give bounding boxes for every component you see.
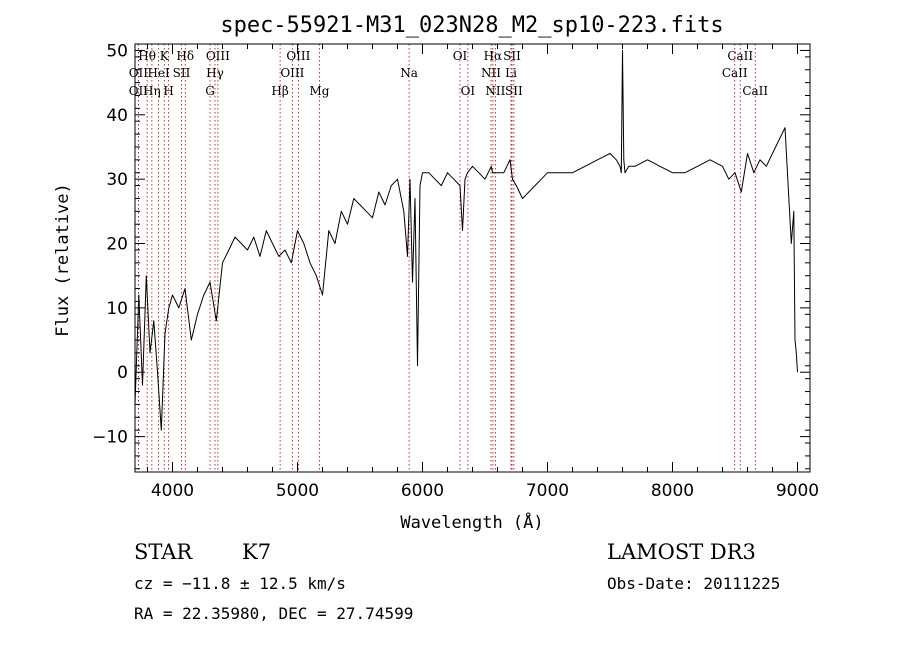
line-label: CaII — [722, 66, 748, 80]
line-label: OIII — [286, 49, 310, 63]
object-subclass: K7 — [242, 540, 272, 564]
line-label: G — [205, 84, 215, 98]
line-label: Hη — [143, 84, 161, 98]
line-label: SII — [173, 66, 191, 80]
y-tick-label: 50 — [106, 41, 128, 61]
line-label: H — [163, 84, 173, 98]
y-tick-label: −10 — [92, 428, 128, 448]
redshift-readout: cz = −11.8 ± 12.5 km/s — [134, 574, 346, 593]
line-label: CaII — [742, 84, 768, 98]
x-tick-label: 9000 — [776, 481, 819, 501]
line-label: Li — [505, 66, 517, 80]
x-axis-label: Wavelength (Å) — [400, 511, 543, 533]
line-label: OIII — [206, 49, 230, 63]
x-axis-ticks: 4000 5000 6000 7000 8000 9000 — [147, 44, 819, 501]
line-label: CaII — [727, 49, 753, 63]
line-label: Hγ — [206, 66, 224, 80]
line-label: OII — [129, 66, 149, 80]
line-label: OII — [129, 84, 149, 98]
line-label: OIII — [280, 66, 304, 80]
line-label: HeI — [147, 66, 170, 80]
y-tick-label: 40 — [106, 106, 128, 126]
plot-frame — [134, 43, 811, 473]
x-tick-label: 4000 — [151, 481, 194, 501]
coordinates-readout: RA = 22.35980, DEC = 27.74599 — [134, 604, 414, 623]
line-label: OI — [461, 84, 476, 98]
y-tick-label: 20 — [106, 235, 128, 255]
spectrum-line — [134, 49, 798, 431]
line-label: Hδ — [176, 49, 194, 63]
spectral-line-markers — [137, 44, 756, 472]
y-axis-label: Flux (relative) — [53, 183, 73, 337]
y-tick-label: 0 — [117, 363, 128, 383]
x-tick-label: 8000 — [651, 481, 694, 501]
survey-name: LAMOST DR3 — [607, 540, 756, 564]
line-label: NII — [485, 84, 505, 98]
line-label: Hβ — [271, 84, 288, 98]
y-tick-label: 10 — [106, 299, 128, 319]
line-label: Hθ — [138, 49, 156, 63]
object-class: STAR — [134, 540, 193, 564]
y-tick-label: 30 — [106, 170, 128, 190]
line-label: Hα — [484, 49, 503, 63]
line-label: NII — [481, 66, 501, 80]
x-tick-label: 5000 — [276, 481, 319, 501]
line-label: Na — [400, 66, 418, 80]
line-label: SII — [503, 49, 521, 63]
y-axis-ticks: −10 0 10 20 30 40 50 — [92, 41, 810, 470]
spectral-line-labels: HθOIIOIIHηHeIKHSIIHδGHγOIIIHβOIIIOIIIMgN… — [129, 49, 769, 98]
line-label: OI — [453, 49, 468, 63]
line-label: SII — [505, 84, 523, 98]
line-label: Mg — [310, 84, 330, 98]
line-label: K — [160, 49, 170, 63]
observation-date: Obs-Date: 20111225 — [607, 574, 781, 593]
x-tick-label: 7000 — [526, 481, 569, 501]
chart-title: spec-55921-M31_023N28_M2_sp10-223.fits — [220, 13, 723, 38]
x-tick-label: 6000 — [401, 481, 444, 501]
